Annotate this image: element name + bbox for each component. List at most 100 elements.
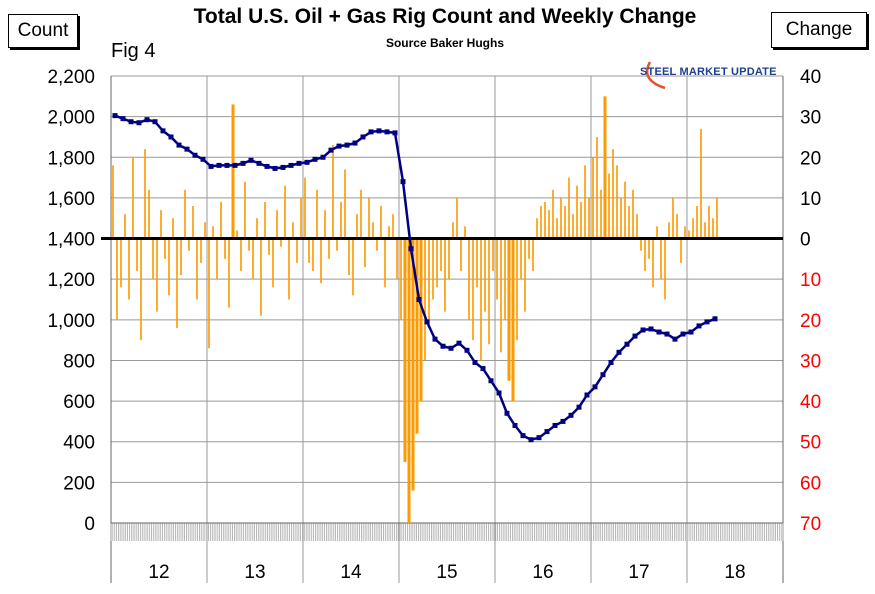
change-bar: [388, 226, 390, 239]
change-bar: [220, 201, 222, 239]
change-bar: [216, 238, 218, 280]
change-bar: [448, 238, 450, 280]
count-marker: [376, 128, 382, 134]
change-bar: [392, 214, 394, 239]
count-marker: [568, 412, 574, 418]
count-marker: [664, 331, 670, 337]
count-marker: [256, 160, 262, 166]
count-marker: [560, 418, 566, 424]
change-bar: [660, 238, 662, 280]
change-bar: [672, 197, 674, 239]
change-bar: [628, 206, 630, 239]
change-bar: [504, 238, 506, 320]
count-marker: [152, 119, 158, 125]
left-tick-label: 1,000: [47, 311, 95, 332]
change-bar: [584, 165, 586, 239]
change-bar: [520, 238, 522, 280]
count-marker: [384, 129, 390, 135]
change-bar: [372, 222, 374, 239]
count-marker: [496, 390, 502, 396]
change-bar: [272, 238, 274, 288]
count-marker: [680, 331, 686, 337]
count-marker: [328, 147, 334, 153]
right-tick-label: 10: [800, 270, 821, 291]
change-bar: [384, 238, 386, 288]
count-marker: [360, 134, 366, 140]
change-bar: [364, 238, 366, 267]
change-bar: [192, 206, 194, 239]
count-marker: [336, 143, 342, 149]
right-tick-label: 70: [800, 514, 821, 535]
count-marker: [304, 159, 310, 165]
count-marker: [472, 359, 478, 365]
change-bar: [668, 222, 670, 239]
count-marker: [592, 384, 598, 390]
change-bar: [168, 238, 170, 296]
right-tick-label: 40: [800, 392, 821, 413]
change-bar: [456, 197, 458, 239]
count-marker: [160, 128, 166, 134]
count-marker: [168, 134, 174, 140]
change-bar: [608, 173, 610, 239]
left-tick-label: 2,000: [47, 108, 95, 129]
change-bar: [544, 201, 546, 239]
left-tick-label: 1,800: [47, 148, 95, 169]
change-bar: [644, 238, 646, 272]
change-bar: [603, 96, 607, 239]
change-bar: [592, 157, 594, 239]
figure-label: Fig 4: [111, 40, 156, 62]
change-bar: [212, 226, 214, 239]
right-tick-label: 30: [800, 108, 821, 129]
change-bar: [576, 185, 578, 239]
change-bar: [288, 238, 290, 300]
change-bar: [704, 222, 706, 239]
count-marker: [704, 319, 710, 325]
change-bar: [507, 238, 511, 381]
count-marker: [696, 323, 702, 329]
count-line: [114, 114, 716, 442]
change-bar: [240, 238, 242, 272]
chart-subtitle: Source Baker Hughs: [385, 36, 505, 50]
count-marker: [216, 162, 222, 168]
right-tick-label: 40: [800, 67, 821, 88]
change-bar: [632, 189, 634, 239]
x-tick-label: 13: [244, 562, 265, 583]
change-bar: [400, 238, 402, 320]
change-bar: [292, 222, 294, 239]
change-bar: [224, 238, 226, 259]
right-tick-label: 30: [800, 351, 821, 372]
change-bar: [208, 238, 210, 349]
x-tick-label: 16: [532, 562, 553, 583]
change-bar: [424, 238, 426, 361]
count-marker: [624, 341, 630, 347]
change-bar: [464, 226, 466, 239]
count-marker: [200, 156, 206, 162]
change-bar: [524, 238, 526, 312]
change-bar: [712, 218, 714, 239]
count-marker: [320, 154, 326, 160]
change-bar: [120, 238, 122, 288]
change-bar: [476, 238, 478, 288]
change-bar: [348, 238, 350, 276]
count-marker: [232, 162, 238, 168]
change-bar: [231, 104, 235, 239]
right-tick-label: 20: [800, 311, 821, 332]
change-bar: [536, 218, 538, 239]
count-marker: [648, 326, 654, 332]
count-marker: [432, 336, 438, 342]
count-marker: [544, 429, 550, 435]
change-bar: [356, 214, 358, 239]
change-bar: [380, 206, 382, 239]
change-bar: [332, 145, 334, 239]
change-bar: [560, 197, 562, 239]
change-bar: [716, 197, 718, 239]
change-bar: [188, 238, 190, 251]
count-marker: [448, 345, 454, 351]
count-marker: [520, 433, 526, 439]
count-marker: [632, 333, 638, 339]
steel-market-update-logo: STEEL MARKET UPDATE: [640, 66, 777, 78]
change-bar: [500, 238, 502, 353]
count-marker: [248, 157, 254, 163]
change-bar: [248, 238, 250, 251]
x-tick-label: 14: [340, 562, 362, 583]
